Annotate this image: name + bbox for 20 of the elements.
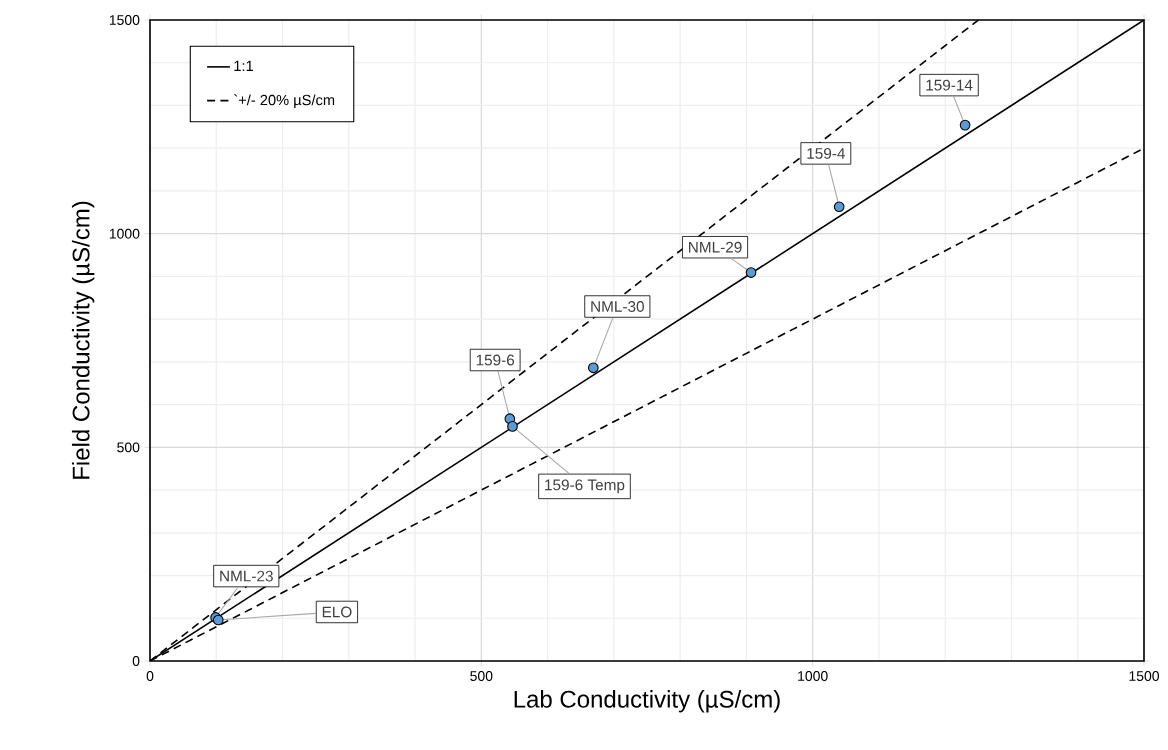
- x-tick-label: 1000: [798, 670, 828, 681]
- y-tick-label: 0: [132, 655, 140, 666]
- annotation: NML-23: [220, 570, 273, 582]
- annotation: NML-30: [591, 300, 644, 312]
- annotation: 159-6: [476, 354, 515, 366]
- legend-label: 1:1: [234, 60, 253, 71]
- annotation: 159-4: [807, 147, 845, 159]
- annotation: ELO: [322, 606, 352, 618]
- x-tick-label: 0: [146, 670, 154, 681]
- annotation: 159-14: [926, 79, 973, 91]
- x-axis-title: Lab Conductivity (µS/cm): [514, 689, 780, 713]
- annotation: NML-29: [689, 241, 742, 253]
- y-tick-label: 500: [117, 442, 140, 453]
- legend-label: `+/- 20% µS/cm: [234, 94, 335, 108]
- x-tick-label: 1500: [1129, 670, 1160, 681]
- y-tick-label: 1500: [109, 14, 140, 25]
- y-axis-title: Field Conductivity (µS/cm): [71, 201, 95, 479]
- annotation: 159-6 Temp: [545, 479, 625, 494]
- y-tick-label: 1000: [109, 228, 140, 239]
- x-tick-label: 500: [470, 670, 493, 681]
